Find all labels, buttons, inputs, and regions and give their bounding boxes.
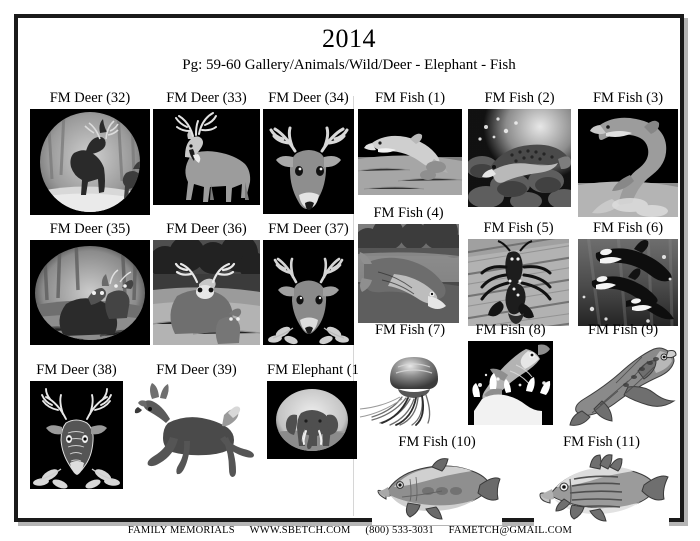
fish-bass-splash-artwork <box>468 341 553 425</box>
gallery-item[interactable]: FM Fish (1) <box>358 90 462 195</box>
gallery-item-label: FM Fish (11) <box>563 434 640 450</box>
gallery-item-thumbnail[interactable] <box>568 341 678 427</box>
fish-trout-rocks-artwork <box>468 109 571 207</box>
footer-company: FAMILY MEMORIALS <box>127 525 235 536</box>
gallery-item[interactable]: FM Fish (5) <box>468 220 569 326</box>
gallery-item-thumbnail[interactable] <box>267 381 357 459</box>
gallery-item-thumbnail[interactable] <box>468 109 571 207</box>
gallery-item-label: FM Fish (5) <box>483 220 554 236</box>
gallery-item[interactable]: FM Elephant (1) <box>267 362 364 459</box>
fish-jellyfish-artwork <box>358 341 462 427</box>
gallery-item-thumbnail[interactable] <box>578 109 678 217</box>
gallery-item-label: FM Fish (1) <box>374 90 446 106</box>
gallery-item[interactable]: FM Fish (7) <box>358 322 462 427</box>
deer-bedded-oval-artwork <box>30 240 150 345</box>
gallery-item-label: FM Deer (37) <box>268 221 349 237</box>
gallery-item-thumbnail[interactable] <box>30 109 150 215</box>
footer-phone: (800) 533-3031 <box>365 525 434 536</box>
gallery-item[interactable]: FM Deer (38) <box>30 362 123 489</box>
gallery-item[interactable]: FM Fish (8) <box>468 322 553 425</box>
gallery-item-thumbnail[interactable] <box>372 453 502 525</box>
gallery-item-label: FM Fish (3) <box>592 90 664 106</box>
gallery-item-label: FM Fish (4) <box>373 205 444 221</box>
fish-dolphin-jump-artwork <box>578 109 678 217</box>
footer-website[interactable]: WWW.SBETCH.COM <box>249 525 351 536</box>
gallery-column-fish: FM Fish (1) FM Fish (2) FM Fish (3) FM F… <box>356 90 680 529</box>
gallery-item-label: FM Fish (9) <box>587 322 659 338</box>
gallery-item-label: FM Deer (39) <box>156 362 237 378</box>
gallery-item-thumbnail[interactable] <box>30 240 150 345</box>
gallery-body: FM Deer (32) FM Deer (33) FM Deer (34) <box>18 90 680 529</box>
gallery-item[interactable]: FM Deer (32) <box>30 90 150 215</box>
gallery-item[interactable]: FM Fish (2) <box>468 90 571 207</box>
gallery-item-label: FM Fish (10) <box>398 434 476 450</box>
gallery-item[interactable]: FM Fish (10) <box>372 434 502 525</box>
elephant-oval-artwork <box>267 381 357 459</box>
gallery-item-thumbnail[interactable] <box>534 453 669 529</box>
gallery-item-label: FM Deer (34) <box>268 90 349 106</box>
deer-head-engraving-artwork <box>30 381 123 489</box>
gallery-item[interactable]: FM Fish (4) <box>358 205 459 323</box>
gallery-item-thumbnail[interactable] <box>358 224 459 323</box>
gallery-item-thumbnail[interactable] <box>263 109 354 214</box>
gallery-item-thumbnail[interactable] <box>153 240 260 345</box>
gallery-item[interactable]: FM Deer (35) <box>30 221 150 345</box>
gallery-item-label: FM Fish (8) <box>475 322 546 338</box>
gallery-item[interactable]: FM Fish (11) <box>534 434 669 529</box>
catalog-page: 2014 Pg: 59-60 Gallery/Animals/Wild/Deer… <box>14 14 684 529</box>
gallery-item-label: FM Deer (33) <box>166 90 247 106</box>
gallery-item[interactable]: FM Deer (39) <box>134 362 259 483</box>
deer-mount-leaves-artwork <box>263 240 354 345</box>
footer-email[interactable]: FAMETCH@GMAIL.COM <box>448 525 573 536</box>
gallery-item[interactable]: FM Deer (37) <box>263 221 354 345</box>
gallery-item[interactable]: FM Fish (9) <box>568 322 678 427</box>
gallery-item-thumbnail[interactable] <box>134 381 259 483</box>
gallery-item-label: FM Elephant (1) <box>267 362 364 378</box>
gallery-item-label: FM Deer (36) <box>166 221 247 237</box>
gallery-item-thumbnail[interactable] <box>578 239 678 326</box>
deer-running-artwork <box>134 381 259 483</box>
gallery-item-label: FM Deer (35) <box>49 221 131 237</box>
gallery-item[interactable]: FM Deer (36) <box>153 221 260 345</box>
page-title: 2014 <box>322 24 376 53</box>
gallery-item[interactable]: FM Deer (34) <box>263 90 354 214</box>
gallery-item-thumbnail[interactable] <box>468 341 553 425</box>
fish-muskie-artwork <box>568 341 678 427</box>
fish-bass-underwater-artwork <box>358 224 459 323</box>
fish-striped-bass-artwork <box>534 453 669 529</box>
gallery-item-label: FM Deer (32) <box>49 90 131 106</box>
gallery-item-label: FM Fish (2) <box>484 90 555 106</box>
gallery-item-label: FM Fish (7) <box>374 322 446 338</box>
gallery-item-thumbnail[interactable] <box>153 109 260 205</box>
deer-circle-scene-artwork <box>30 109 150 215</box>
deer-pair-field-artwork <box>153 240 260 345</box>
gallery-column-deer: FM Deer (32) FM Deer (33) FM Deer (34) <box>22 90 364 522</box>
deer-buck-portrait-artwork <box>263 109 354 214</box>
page-subtitle: Pg: 59-60 Gallery/Animals/Wild/Deer - El… <box>182 57 516 73</box>
gallery-item-thumbnail[interactable] <box>30 381 123 489</box>
page-header: 2014 Pg: 59-60 Gallery/Animals/Wild/Deer… <box>18 18 680 75</box>
fish-largemouth-bass-artwork <box>372 453 502 525</box>
gallery-item-label: FM Deer (38) <box>36 362 117 378</box>
gallery-item-thumbnail[interactable] <box>358 341 462 427</box>
gallery-item[interactable]: FM Fish (3) <box>578 90 678 217</box>
fish-lobster-dock-artwork <box>468 239 569 326</box>
gallery-item[interactable]: FM Fish (6) <box>578 220 678 326</box>
gallery-item-label: FM Fish (6) <box>592 220 664 236</box>
deer-buck-standing-artwork <box>153 109 260 205</box>
gallery-item-thumbnail[interactable] <box>468 239 569 326</box>
page-footer: FAMILY MEMORIALS WWW.SBETCH.COM (800) 53… <box>0 524 700 538</box>
gallery-item-thumbnail[interactable] <box>358 109 462 195</box>
gallery-item[interactable]: FM Deer (33) <box>153 90 260 205</box>
fish-orca-pod-artwork <box>578 239 678 326</box>
gallery-item-thumbnail[interactable] <box>263 240 354 345</box>
fish-dolphin-leap-artwork <box>358 109 462 195</box>
